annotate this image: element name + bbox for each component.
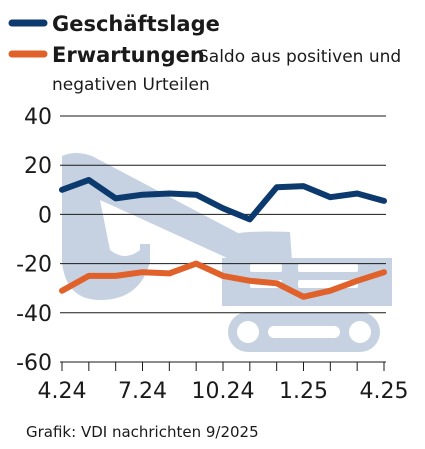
- series-line-geschaeftslage: [59, 177, 387, 223]
- series-lines: [59, 177, 387, 300]
- excavator-track-details: [237, 264, 371, 343]
- y-tick-label: 20: [24, 154, 52, 179]
- y-tick-label: -60: [16, 351, 52, 376]
- y-tick-label: -40: [16, 302, 52, 327]
- excavator-icon: [62, 153, 392, 352]
- y-tick-label: 40: [24, 105, 52, 130]
- y-tick-label: 0: [38, 203, 52, 228]
- x-tick-label: 10.24: [192, 379, 255, 404]
- grid-lines: [60, 115, 386, 363]
- legend: Geschäftslage Erwartungen Saldo aus posi…: [8, 12, 401, 95]
- legend-label-geschaeftslage: Geschäftslage: [52, 12, 220, 36]
- x-axis-ticks: 4.24 7.24 10.24 1.25 4.25: [38, 362, 409, 404]
- source-credit: Grafik: VDI nachrichten 9/2025: [26, 423, 259, 441]
- y-axis-tick-labels: 40 20 0 -20 -40 -60: [16, 105, 52, 376]
- legend-note-line-2: negativen Urteilen: [52, 75, 210, 95]
- x-tick-label: 7.24: [118, 379, 167, 404]
- legend-label-erwartungen: Erwartungen: [52, 43, 205, 67]
- series-line-erwartungen: [59, 260, 387, 300]
- legend-note-line-1: Saldo aus positiven und: [198, 47, 401, 67]
- y-tick-label: -20: [16, 253, 52, 278]
- x-tick-label: 4.24: [38, 379, 87, 404]
- x-tick-label: 4.25: [360, 379, 409, 404]
- x-tick-label: 1.25: [279, 379, 328, 404]
